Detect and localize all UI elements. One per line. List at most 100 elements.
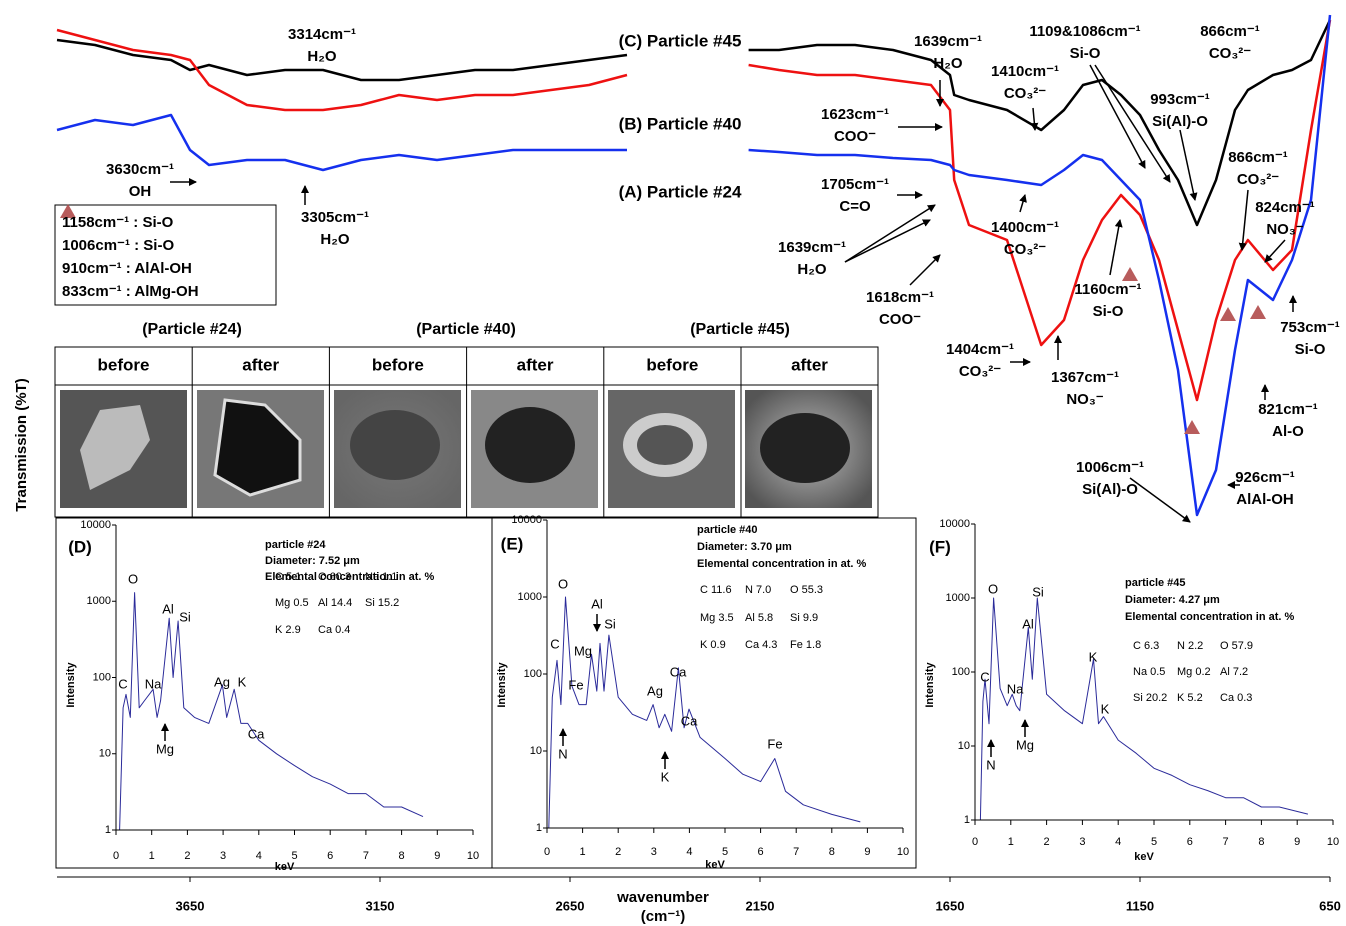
y-axis-title: Intensity xyxy=(496,662,508,708)
x-tick-label: 1150 xyxy=(1126,898,1154,913)
peak-label: Fe xyxy=(767,736,782,751)
arrow xyxy=(1030,107,1039,131)
peak-label: O xyxy=(128,571,138,586)
peak-label: Al xyxy=(591,596,603,611)
peak-label: O xyxy=(558,576,568,591)
peak-label: Fe xyxy=(568,677,583,692)
annotation: H₂O xyxy=(797,261,826,278)
annotation: CO₃²⁻ xyxy=(1237,171,1279,188)
peak-label: Al xyxy=(162,601,174,616)
legend-item: 833cm⁻¹ : AlMg-OH xyxy=(62,283,199,300)
annotation: Si(Al)-O xyxy=(1152,113,1208,130)
x-tick-label: 6 xyxy=(758,846,764,858)
annotation: 1404cm⁻¹ xyxy=(946,341,1014,358)
column-header: after xyxy=(242,355,279,374)
annotation: Si(Al)-O xyxy=(1082,481,1138,498)
concentration: Mg 0.2 xyxy=(1177,666,1211,678)
concentration: O 60.3 xyxy=(318,571,351,583)
annotation: C=O xyxy=(839,198,871,215)
concentration: C 11.6 xyxy=(700,584,732,596)
annotation: Si-O xyxy=(1093,303,1124,320)
concentration: Fe 1.8 xyxy=(790,639,821,651)
y-tick-label: 10000 xyxy=(80,519,111,531)
annotation: 926cm⁻¹ xyxy=(1235,469,1295,486)
peak-label: Si xyxy=(179,609,191,624)
arrow xyxy=(1109,219,1123,276)
annotation: 1410cm⁻¹ xyxy=(991,63,1059,80)
annotation: COO⁻ xyxy=(834,128,876,145)
annotation: 3314cm⁻¹ xyxy=(288,26,356,43)
peak-label: Ca xyxy=(681,713,698,728)
concentration: Al 14.4 xyxy=(318,597,352,609)
annotation: Si-O xyxy=(1070,45,1101,62)
x-tick-label: 3150 xyxy=(366,898,395,913)
x-tick-label: 0 xyxy=(544,846,550,858)
annotation: 1618cm⁻¹ xyxy=(866,289,934,306)
info-text: particle #45 xyxy=(1125,577,1186,589)
x-tick-label: 4 xyxy=(256,850,262,862)
column-header: before xyxy=(646,355,698,374)
arrow xyxy=(844,204,936,263)
concentration: K 5.2 xyxy=(1177,692,1203,704)
info-text: Elemental concentration in at. % xyxy=(265,571,435,583)
peak-label: K xyxy=(1101,701,1110,716)
y-axis-title: Transmission (%T) xyxy=(13,378,30,511)
x-tick-label: 2150 xyxy=(746,898,775,913)
peak-label: C xyxy=(550,636,559,651)
annotation: 824cm⁻¹ xyxy=(1255,199,1315,216)
annotation: NO₃⁻ xyxy=(1266,221,1303,238)
x-tick-label: 2650 xyxy=(556,898,585,913)
annotation: 753cm⁻¹ xyxy=(1280,319,1340,336)
x-tick-label: 0 xyxy=(972,836,978,848)
annotation: 1623cm⁻¹ xyxy=(821,106,889,123)
x-tick-label: 10 xyxy=(897,846,909,858)
x-axis-title: keV xyxy=(705,859,725,871)
x-tick-label: 650 xyxy=(1319,898,1341,913)
arrow xyxy=(909,254,941,286)
y-tick-label: 10 xyxy=(530,745,542,757)
concentration: Al 5.8 xyxy=(745,612,773,624)
x-tick-label: 7 xyxy=(793,846,799,858)
x-tick-label: 3 xyxy=(220,850,226,862)
annotation: 866cm⁻¹ xyxy=(1200,23,1260,40)
x-tick-label: 9 xyxy=(434,850,440,862)
concentration: Na 1.1 xyxy=(365,571,397,583)
peak-label: K xyxy=(1089,649,1098,664)
concentration: K 0.9 xyxy=(700,639,726,651)
x-tick-label: 5 xyxy=(722,846,728,858)
y-tick-label: 100 xyxy=(524,668,542,680)
x-axis-title: (cm⁻¹) xyxy=(641,908,686,925)
x-tick-label: 8 xyxy=(829,846,835,858)
x-tick-label: 3 xyxy=(651,846,657,858)
legend-item: 1006cm⁻¹ : Si-O xyxy=(62,237,174,254)
annotation: 3305cm⁻¹ xyxy=(301,209,369,226)
x-tick-label: 9 xyxy=(1294,836,1300,848)
arrow xyxy=(1179,129,1198,201)
annotation: 866cm⁻¹ xyxy=(1228,149,1288,166)
concentration: K 2.9 xyxy=(275,624,301,636)
x-axis-title: keV xyxy=(275,861,295,873)
concentration: Na 0.5 xyxy=(1133,666,1165,678)
y-tick-label: 10 xyxy=(99,748,111,760)
y-tick-label: 1000 xyxy=(518,591,542,603)
annotation: CO₃²⁻ xyxy=(1004,85,1046,102)
x-tick-label: 1 xyxy=(580,846,586,858)
x-tick-label: 2 xyxy=(184,850,190,862)
x-tick-label: 5 xyxy=(1151,836,1157,848)
arrow xyxy=(1089,64,1146,169)
x-tick-label: 4 xyxy=(1115,836,1121,848)
annotation: 1639cm⁻¹ xyxy=(914,33,982,50)
arrow xyxy=(844,219,931,263)
concentration: Si 9.9 xyxy=(790,612,818,624)
annotation: 1367cm⁻¹ xyxy=(1051,369,1119,386)
x-axis-title: wavenumber xyxy=(616,889,709,906)
series-label: (B) Particle #40 xyxy=(619,114,742,133)
arrow xyxy=(1264,239,1286,263)
annotation: 3630cm⁻¹ xyxy=(106,161,174,178)
x-tick-label: 9 xyxy=(864,846,870,858)
peak-label: K xyxy=(661,769,670,784)
annotation: 1639cm⁻¹ xyxy=(778,239,846,256)
annotation: OH xyxy=(129,183,152,200)
concentration: Ca 0.4 xyxy=(318,624,350,636)
